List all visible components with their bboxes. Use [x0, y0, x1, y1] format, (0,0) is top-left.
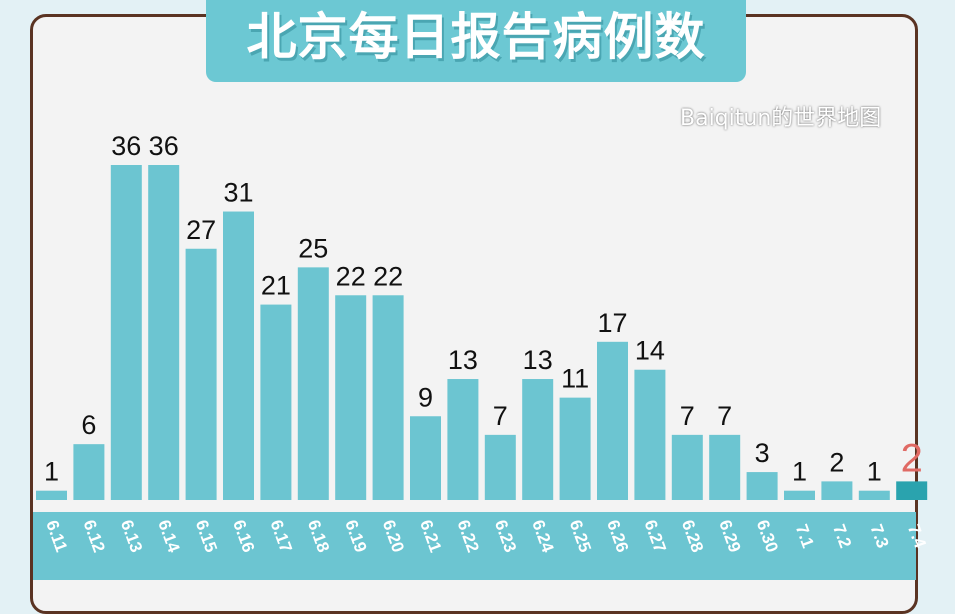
bar-6.19: [335, 295, 367, 500]
data-label: 9: [418, 382, 433, 412]
watermark: Baiqitun的世界地图: [680, 106, 882, 131]
bar-6.20: [372, 295, 404, 500]
data-label: 1: [792, 457, 807, 487]
data-label: 11: [561, 364, 589, 394]
data-label: 1: [867, 457, 882, 487]
data-label: 7: [680, 401, 695, 431]
data-label: 7: [717, 401, 732, 431]
bar-7.2: [821, 481, 853, 500]
bar-6.28: [671, 434, 703, 500]
bar-6.11: [36, 490, 67, 500]
bar-6.21: [410, 416, 441, 500]
data-label: 27: [186, 215, 216, 245]
data-label: 3: [755, 438, 770, 468]
bar-6.30: [746, 472, 778, 500]
data-label: 2: [829, 447, 844, 477]
bar-6.15: [185, 248, 217, 500]
bar-6.23: [484, 434, 516, 500]
bar-6.25: [559, 397, 591, 500]
chart-title: 北京每日报告病例数: [206, 0, 746, 82]
data-label: 1: [44, 457, 59, 487]
data-label: 25: [298, 233, 328, 263]
bar-6.27: [634, 369, 666, 500]
bar-6.17: [260, 304, 292, 500]
bar-7.3: [858, 490, 890, 500]
data-label: 2: [901, 436, 923, 480]
data-label: 7: [493, 401, 508, 431]
bar-6.16: [223, 211, 254, 500]
data-label: 31: [223, 178, 253, 208]
data-label: 22: [373, 261, 403, 291]
bar-6.29: [709, 434, 741, 500]
bar-6.18: [297, 267, 329, 500]
bar-6.12: [73, 444, 105, 500]
bar-6.26: [597, 341, 628, 500]
bar-7.4: [896, 481, 928, 500]
bar-6.24: [522, 379, 554, 500]
data-label: 22: [336, 261, 366, 291]
data-label: 36: [149, 131, 179, 161]
data-label: 6: [81, 410, 96, 440]
x-axis-band: [33, 512, 916, 580]
bar-6.14: [148, 165, 180, 500]
bar-6.13: [110, 165, 142, 500]
data-label: 13: [523, 345, 553, 375]
data-label: 14: [635, 336, 665, 366]
data-label: 36: [111, 131, 141, 161]
bar-6.22: [447, 379, 479, 500]
data-label: 17: [597, 308, 627, 338]
bar-chart: 16.1166.12366.13366.14276.15316.16216.17…: [33, 131, 930, 580]
data-label: 13: [448, 345, 478, 375]
bar-7.1: [784, 490, 815, 500]
data-label: 21: [261, 271, 291, 301]
